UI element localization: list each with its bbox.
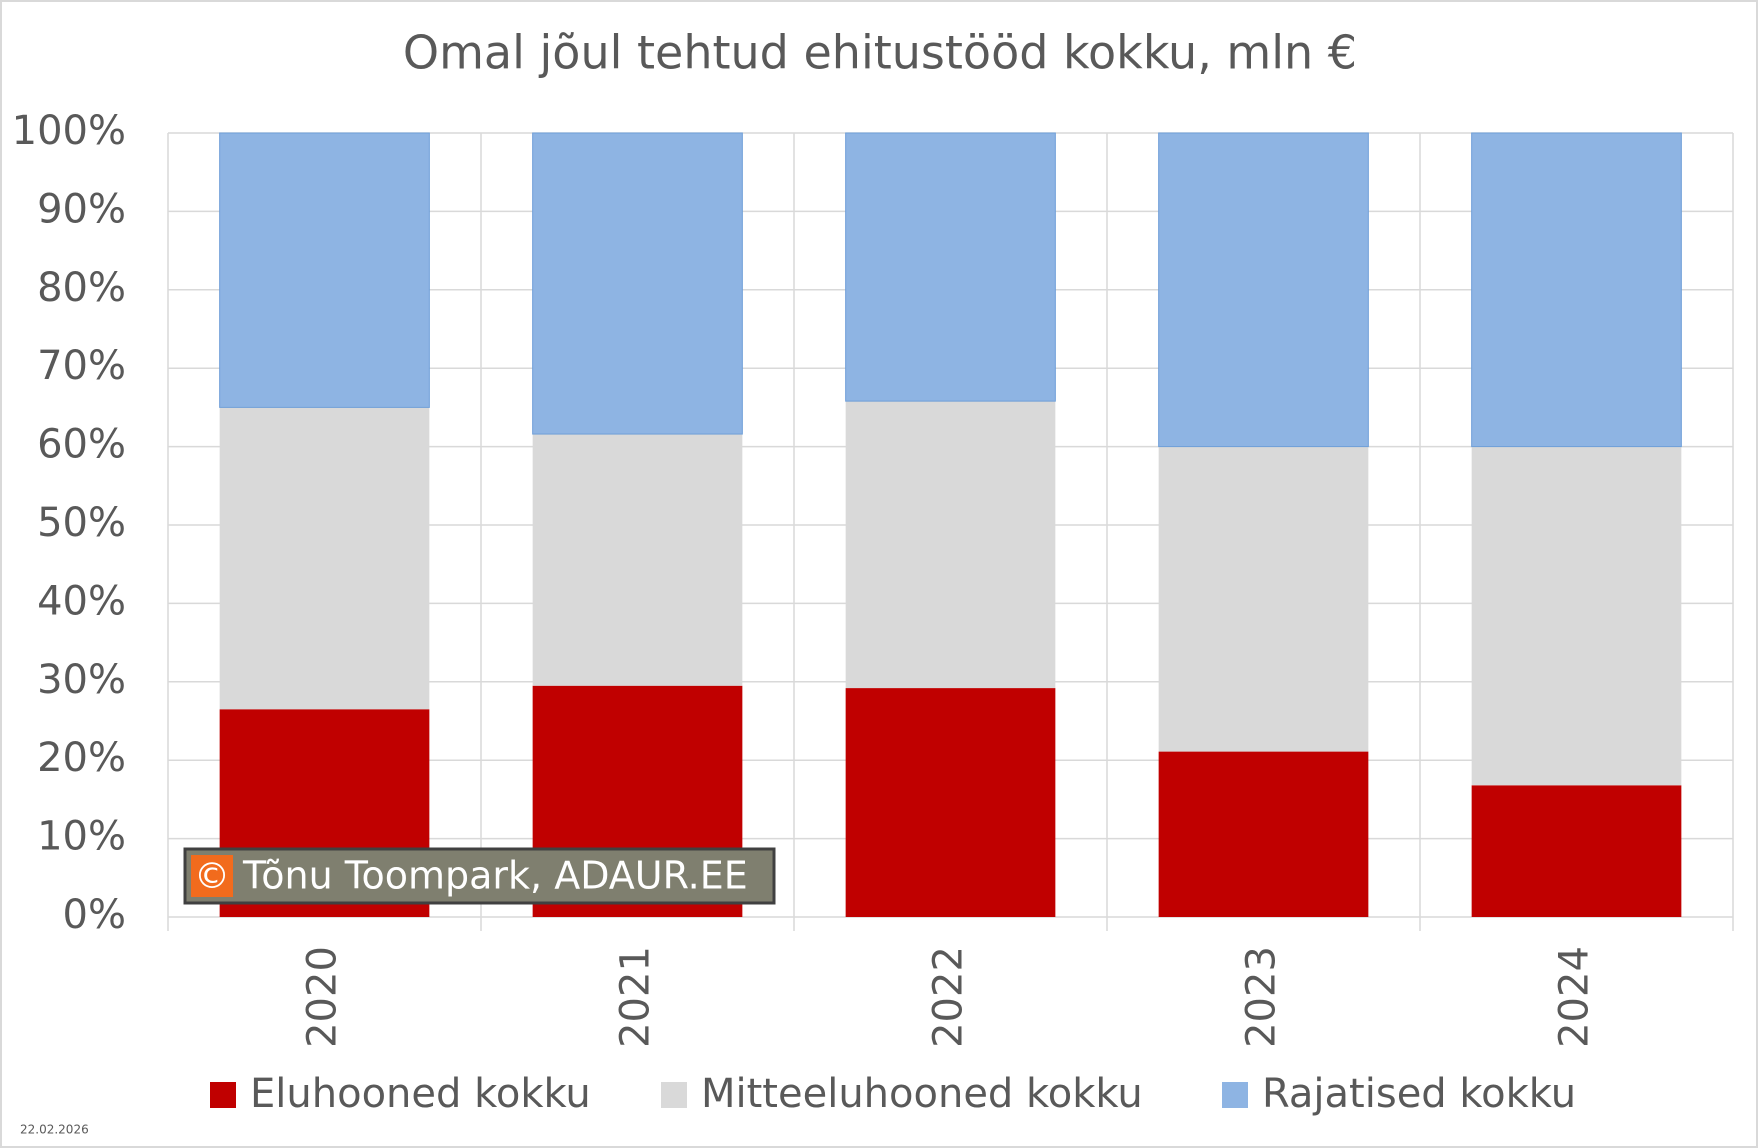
legend-label: Eluhooned kokku: [250, 1071, 591, 1117]
chart-title: Omal jõul tehtud ehitustööd kokku, mln €: [403, 26, 1357, 80]
y-tick-label: 60%: [37, 422, 126, 468]
bar-segment: [1471, 785, 1682, 917]
y-tick-label: 50%: [37, 500, 126, 546]
watermark-icon-box: [191, 855, 233, 897]
x-tick-label: 2021: [613, 946, 659, 1048]
bar-segment: [219, 407, 430, 710]
legend-swatch: [210, 1082, 236, 1108]
legend-swatch: [1222, 1082, 1248, 1108]
labels: 0% 10% 20% 30% 40% 50% 60% 70% 80% 90% 100% 2020 202…: [12, 108, 1598, 1117]
y-tick-label: 40%: [37, 578, 126, 624]
legend-label: Mitteeluhooned kokku: [701, 1071, 1143, 1117]
legend-label: Rajatised kokku: [1262, 1071, 1576, 1117]
bar-segment: [532, 434, 743, 686]
bar-segment: [1158, 751, 1369, 917]
bar-segment: [219, 132, 430, 408]
bar-segment: [1158, 446, 1369, 752]
y-tick-label: 80%: [37, 265, 126, 311]
date: 22.02.2026: [20, 1123, 89, 1137]
watermark-icon: ©: [194, 856, 230, 897]
y-tick-label: 30%: [37, 657, 126, 703]
bar-segment: [845, 132, 1056, 402]
bar-segment: [1158, 132, 1369, 448]
y-tick-label: 70%: [37, 343, 126, 389]
y-tick-label: 0%: [63, 892, 126, 938]
bar-segment: [532, 132, 743, 435]
bar-segment: [1471, 132, 1682, 448]
y-tick-label: 100%: [12, 108, 126, 154]
x-tick-label: 2022: [926, 946, 972, 1048]
watermark-box: [183, 847, 776, 905]
x-tick-label: 2020: [300, 946, 346, 1048]
watermark: © Tõnu Toompark, ADAUR.EE: [183, 847, 776, 905]
y-tick-label: 90%: [37, 186, 126, 232]
bar-segment: [845, 688, 1056, 917]
bar-segment: [1471, 446, 1682, 786]
bars: [219, 132, 1682, 917]
bar-segment: [845, 401, 1056, 689]
x-tick-label: 2024: [1552, 946, 1598, 1048]
legend-swatch: [661, 1082, 687, 1108]
watermark-text: Tõnu Toompark, ADAUR.EE: [242, 854, 748, 898]
x-tick-label: 2023: [1239, 946, 1285, 1048]
y-tick-label: 10%: [37, 814, 126, 860]
y-tick-label: 20%: [37, 735, 126, 781]
